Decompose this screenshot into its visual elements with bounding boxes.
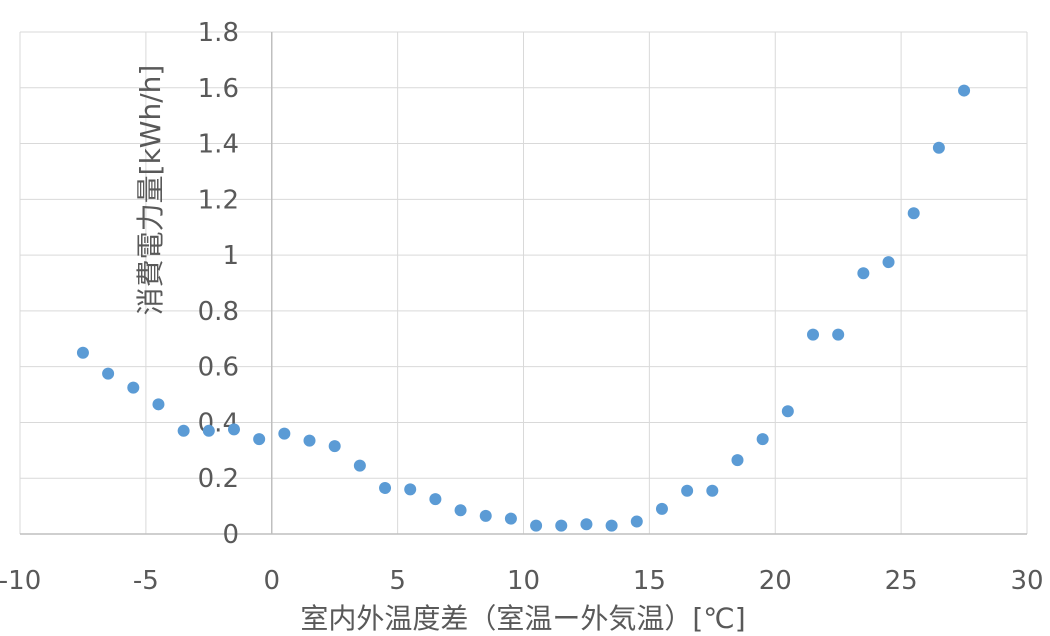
x-tick-label: -5 <box>133 566 159 596</box>
x-tick-label: 25 <box>885 566 918 596</box>
data-point <box>932 141 945 154</box>
y-tick-label: 0.8 <box>198 297 239 327</box>
data-point <box>832 328 845 341</box>
x-tick-label: 15 <box>633 566 666 596</box>
data-point <box>328 440 341 453</box>
data-point <box>303 434 316 447</box>
data-point <box>429 493 442 506</box>
data-point <box>152 398 165 411</box>
y-axis-title: 消費電力量[kWh/h] <box>134 65 167 316</box>
y-tick-label: 1.2 <box>198 185 239 215</box>
x-axis-title: 室内外温度差（室温ー外気温）[℃] <box>300 602 745 635</box>
data-point <box>278 427 291 440</box>
data-point <box>504 512 517 525</box>
data-point <box>781 405 794 418</box>
data-point <box>605 519 618 532</box>
data-point <box>102 367 115 380</box>
data-point <box>706 484 719 497</box>
data-point <box>630 515 643 528</box>
data-point <box>202 424 215 437</box>
data-point <box>479 509 492 522</box>
y-tick-label: 1.4 <box>198 130 239 160</box>
gridlines <box>19 31 1028 534</box>
data-point <box>681 484 694 497</box>
data-point <box>882 256 895 269</box>
y-tick-label: 0.6 <box>198 353 239 383</box>
x-tick-label: 30 <box>1010 566 1043 596</box>
y-tick-label: 1.6 <box>198 74 239 104</box>
y-tick-label: 1.8 <box>198 18 239 48</box>
x-tick-label: 20 <box>759 566 792 596</box>
data-point <box>731 454 744 467</box>
x-tick-label: 10 <box>507 566 540 596</box>
data-point <box>177 424 190 437</box>
y-tick-label: 1 <box>222 241 239 271</box>
data-point <box>253 433 266 446</box>
x-tick-label: 0 <box>263 566 280 596</box>
data-point <box>655 502 668 515</box>
y-tick-label: 0 <box>222 520 239 550</box>
data-point <box>76 346 89 359</box>
data-point <box>907 207 920 220</box>
axes <box>20 32 1027 535</box>
data-point <box>454 504 467 517</box>
x-tick-label: 5 <box>389 566 406 596</box>
data-point <box>404 483 417 496</box>
data-point <box>857 267 870 280</box>
data-point <box>353 459 366 472</box>
data-point <box>555 519 568 532</box>
data-point <box>580 518 593 531</box>
data-point <box>756 433 769 446</box>
x-tick-label: -10 <box>0 566 41 596</box>
data-point <box>807 328 820 341</box>
data-point <box>530 519 543 532</box>
data-point <box>958 84 971 97</box>
data-point <box>227 423 240 436</box>
data-points <box>76 84 971 532</box>
data-point <box>127 381 140 394</box>
y-tick-label: 0.2 <box>198 464 239 494</box>
data-point <box>379 481 392 494</box>
